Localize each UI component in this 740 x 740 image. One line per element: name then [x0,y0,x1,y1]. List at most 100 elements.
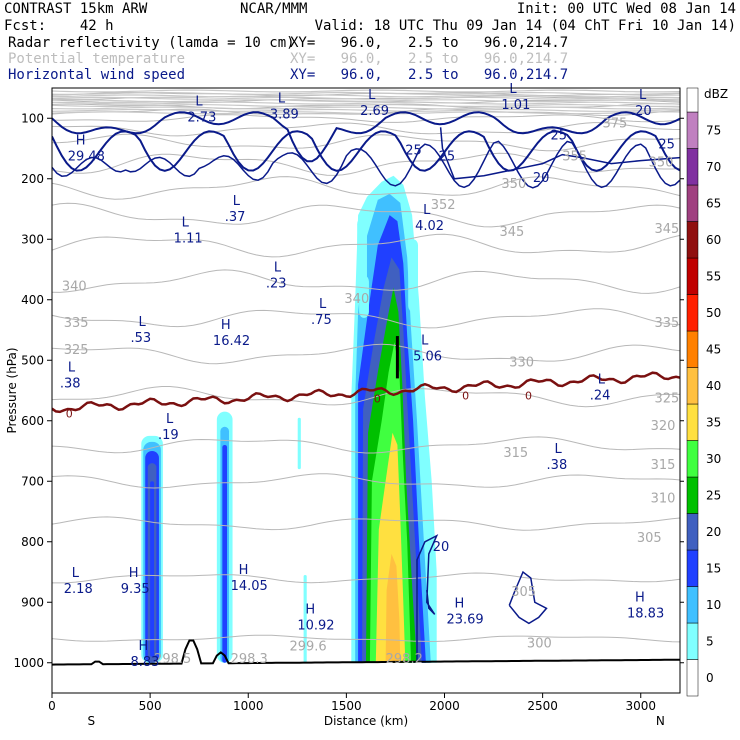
theta-contour-line [52,572,680,584]
theta-contour-label: 325 [64,343,89,358]
wind-contour-line [439,127,680,180]
theta-contour-line [52,108,680,112]
extremum-marker: L [598,373,606,388]
theta-contour-label: 352 [431,198,456,213]
theta-contour-line [52,101,680,105]
colorbar-tick-label: 20 [706,525,721,539]
extremum-value: .38 [60,376,81,391]
theta-contour-label: 345 [654,222,679,237]
theta-contour-line [52,473,680,489]
extremum-value: .23 [266,277,287,292]
extremum-marker: L [68,360,76,375]
theta-contour-label: 298.2 [386,652,423,667]
colorbar-tick-label: 50 [706,306,721,320]
zero-contour-label: 0 [525,390,532,403]
theta-contour-label: 298.5 [154,652,191,667]
extremum-marker: L [195,94,203,109]
theta-contour-line [52,103,680,108]
x-tick-label: 3000 [625,699,656,713]
extremum-value: 1.11 [174,231,203,246]
theta-contour-line [52,99,680,103]
reflectivity-area [222,444,228,663]
extremum-value: 2.73 [187,110,216,125]
extremum-value: 23.69 [446,612,483,627]
extremum-value: .38 [547,458,568,473]
extremum-value: 9.35 [121,582,150,597]
colorbar-swatch [686,330,699,368]
theta-contour-label: 310 [651,491,676,506]
theta-contour-label: 340 [62,280,87,295]
y-tick-label: 600 [21,414,44,428]
extremum-marker: H [139,639,149,654]
reflectivity-fill-layer [141,175,437,663]
theta-contour-line [52,386,680,408]
theta-contour-line [52,122,680,137]
extremum-value: 16.42 [213,334,250,349]
x-tick-label: 1500 [331,699,362,713]
extremum-marker: H [76,134,86,149]
colorbar-swatch [686,513,699,551]
colorbar-swatch [686,111,699,149]
x-tick-label: 2500 [527,699,558,713]
wind-contour-label: 25 [658,138,675,153]
colorbar-swatch [686,659,699,697]
colorbar-swatch [686,440,699,478]
y-tick-label: 700 [21,474,44,488]
colorbar-tick-label: 5 [706,634,714,648]
x-tick-label: 1000 [233,699,264,713]
extremum-value: 2.18 [64,582,93,597]
contour-label-layer: 375 355 352 350 350 345 345 340 340 335 335 330 325 3… [60,82,679,670]
extremum-marker: H [129,566,139,581]
extremum-marker: L [233,194,241,209]
colorbar-swatch [686,148,699,186]
colorbar-unit: dBZ [704,87,728,101]
forecast-hour: Fcst: 42 h [4,18,114,34]
extremum-value: 2.69 [360,104,389,119]
colorbar-tick-label: 65 [706,196,721,210]
colorbar-swatch [686,221,699,259]
colorbar-swatch [686,549,699,587]
extremum-value: .19 [158,428,179,443]
theta-contour-line [52,343,680,365]
extremum-value: 5.06 [413,349,442,364]
theta-contour-label: 335 [654,316,679,331]
x-axis-label: Distance (km) [324,714,408,728]
colorbar-tick-label: 70 [706,160,721,174]
extremum-marker: L [319,297,327,312]
extremum-value: .53 [131,331,152,346]
model-title: CONTRAST 15km ARW [4,1,148,17]
theta-contour-line [52,106,680,110]
wind-contour-label: 25 [550,128,567,143]
extremum-marker: H [454,596,464,611]
colorbar-swatch [686,294,699,332]
y-tick-label: 100 [21,111,44,125]
extremum-value: 14.05 [231,579,268,594]
y-tick-label: 1000 [13,656,44,670]
colorbar-tick-label: 75 [706,123,721,137]
extremum-marker: L [72,566,80,581]
wind-contour-label: 25 [439,150,456,165]
extremum-value: .20 [631,104,652,119]
theta-contour-label: 305 [511,585,536,600]
theta-contour-label: 299.6 [289,640,326,655]
colorbar-swatch [686,476,699,514]
theta-contour-label: 305 [637,531,662,546]
theta-contour-line [52,516,680,531]
theta-contour-line [52,111,680,115]
extremum-marker: L [555,442,563,457]
y-tick-label: 400 [21,293,44,307]
theta-contour-label: 320 [651,419,676,434]
colorbar-tick-label: 40 [706,379,721,393]
theta-contour-line [52,114,680,123]
theta-contour-line [52,152,680,176]
extremum-marker: L [368,88,376,103]
extremum-marker: L [423,203,431,218]
extremum-marker: L [166,412,174,427]
x-end-label-south: S [87,714,95,728]
extremum-value: .24 [590,389,611,404]
x-end-label-north: N [656,714,665,728]
theta-contour-label: 345 [499,225,524,240]
wind-contour-line [52,140,680,189]
colorbar-tick-label: 0 [706,671,714,685]
